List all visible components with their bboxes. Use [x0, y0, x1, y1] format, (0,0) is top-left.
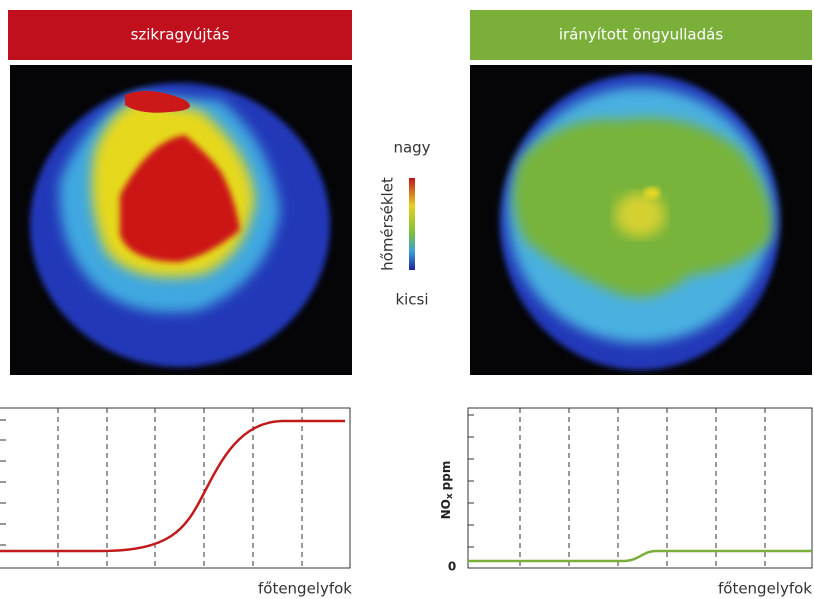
legend-axis-label: hőmérséklet	[379, 177, 397, 271]
panel-title: irányított öngyulladás	[559, 26, 723, 44]
legend-label: kicsi	[395, 291, 428, 309]
chart-left	[0, 408, 350, 568]
thermal-image	[470, 65, 812, 375]
y-label-sub: x	[445, 493, 455, 499]
x-axis-label: főtengelyfok	[718, 580, 812, 598]
y-axis-label: NOx ppm	[439, 461, 455, 520]
y-label-main: NO	[439, 499, 453, 519]
chart-right	[468, 408, 812, 568]
y-zero-label: 0	[448, 560, 456, 574]
page: szikragyújtás irányított öngyulladás nag…	[0, 0, 814, 599]
legend-label: nagy	[393, 139, 430, 157]
x-axis-label: főtengelyfok	[258, 580, 352, 598]
y-label-unit: ppm	[439, 461, 453, 491]
thermal-image	[10, 65, 352, 375]
color-scale	[409, 178, 415, 270]
panel-title: szikragyújtás	[131, 26, 230, 44]
